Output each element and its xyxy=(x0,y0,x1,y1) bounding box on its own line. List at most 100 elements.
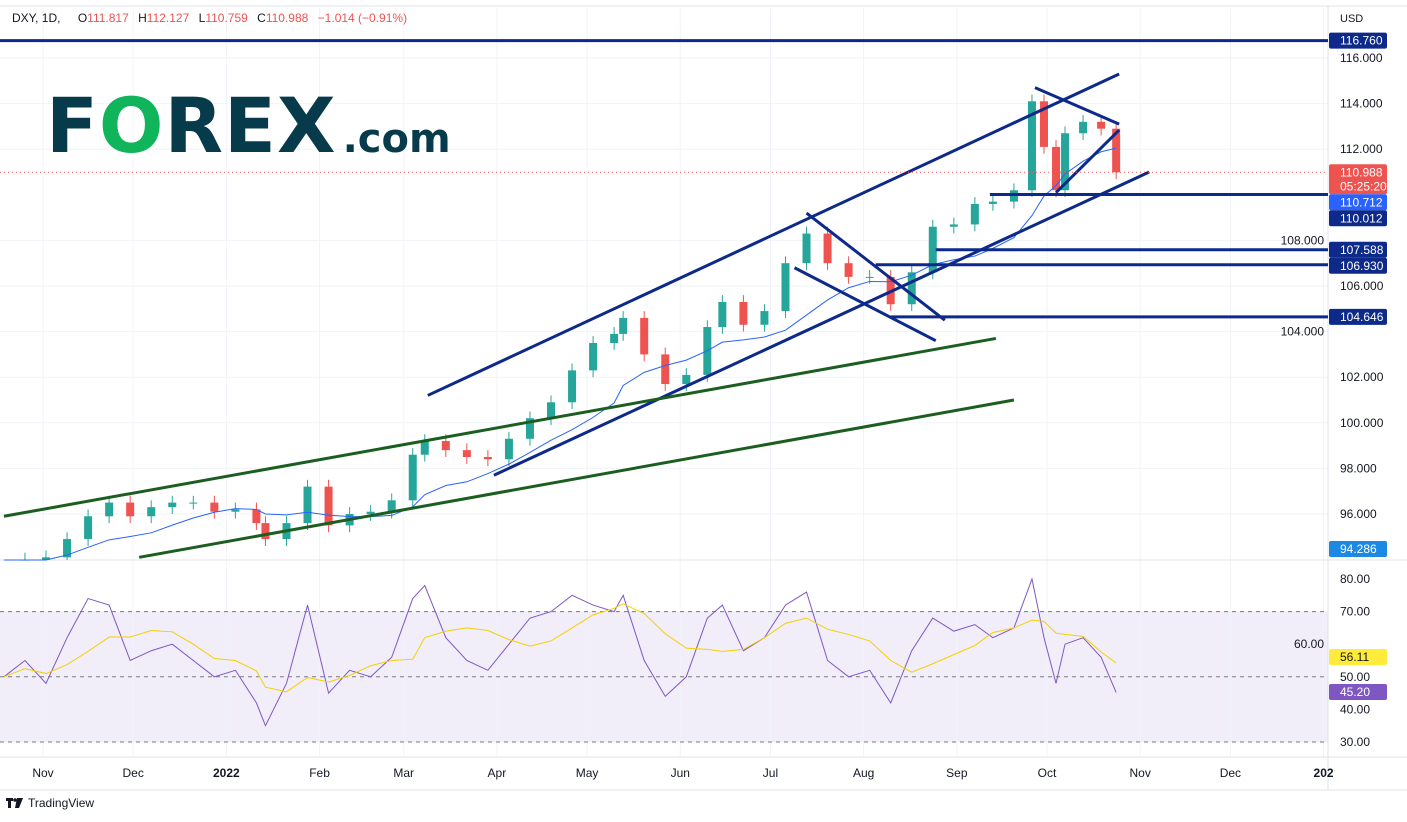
blue-trendline xyxy=(1054,128,1121,194)
candle-body xyxy=(231,509,240,512)
candle xyxy=(988,194,997,211)
low-value: 110.759 xyxy=(205,11,248,25)
time-tick-label: Dec xyxy=(123,766,144,780)
level-price-badge: 116.760 xyxy=(1329,32,1387,49)
candle-body xyxy=(1112,128,1121,173)
ma-value-badge-text: 110.712 xyxy=(1340,195,1383,209)
candle-body xyxy=(168,502,177,508)
candle xyxy=(84,509,93,546)
blue-trendline xyxy=(493,170,1150,477)
candle-body xyxy=(640,317,649,355)
candle-body xyxy=(210,502,219,512)
candle-body xyxy=(970,203,979,225)
level-price-badge: 106.930 xyxy=(1329,257,1387,274)
level-price-badge-bg xyxy=(1329,257,1387,274)
candle-body xyxy=(1079,121,1088,134)
candle-body xyxy=(1027,101,1036,191)
last-price-badge-bg xyxy=(1329,164,1387,195)
candle xyxy=(949,217,958,234)
candle-body xyxy=(907,272,916,305)
high-value: 112.127 xyxy=(146,11,190,25)
blue-trendline xyxy=(1034,86,1120,126)
time-tick-label: Aug xyxy=(853,766,874,780)
candle-body xyxy=(823,233,832,264)
candle-body xyxy=(252,509,261,524)
candle xyxy=(1079,115,1088,141)
candle-body xyxy=(420,441,429,455)
time-tick-label: 2022 xyxy=(213,766,240,780)
level-price-badge-text: 110.012 xyxy=(1340,211,1383,225)
level-price-badge: 110.012 xyxy=(1329,210,1387,227)
candle xyxy=(525,411,534,446)
candle xyxy=(483,450,492,467)
time-tick-label: Nov xyxy=(1130,766,1151,780)
candle xyxy=(781,256,790,318)
candle xyxy=(1039,94,1048,154)
time-tick-label: Jul xyxy=(763,766,778,780)
candle xyxy=(760,304,769,332)
candle-body xyxy=(189,502,198,504)
candle-body xyxy=(147,507,156,517)
time-tick-label: Oct xyxy=(1038,766,1057,780)
open-value: 111.817 xyxy=(87,11,129,25)
time-tick-label: Dec xyxy=(1220,766,1241,780)
time-tick-label: Sep xyxy=(946,766,968,780)
candle-body xyxy=(462,450,471,457)
candle xyxy=(387,493,396,519)
candle xyxy=(739,295,748,332)
candle-body xyxy=(547,402,556,419)
rsi-ma-badge-text: 56.11 xyxy=(1340,650,1369,664)
candle xyxy=(261,516,270,546)
candle xyxy=(619,311,628,341)
level-price-badge-bg xyxy=(1329,32,1387,49)
candle-body xyxy=(568,370,577,403)
candle xyxy=(718,295,727,334)
price-tick-label: 104.000 xyxy=(1281,325,1325,339)
candle xyxy=(589,336,598,378)
green-trendline xyxy=(3,336,997,518)
time-tick-label: Nov xyxy=(32,766,53,780)
currency-label: USD xyxy=(1340,13,1363,25)
rsi-tick-label: 70.00 xyxy=(1340,605,1370,619)
rsi-tick-label: 80.00 xyxy=(1340,572,1370,586)
candle xyxy=(907,265,916,312)
level-price-badge-text: 116.760 xyxy=(1340,34,1383,48)
candle xyxy=(462,443,471,464)
candle-body xyxy=(84,516,93,540)
candle-body xyxy=(682,374,691,385)
time-tick-label: Feb xyxy=(309,766,330,780)
price-tick-label: 116.000 xyxy=(1340,51,1383,65)
candle-body xyxy=(589,343,598,371)
rsi-tick-label: 60.00 xyxy=(1294,637,1324,651)
candle xyxy=(42,550,51,560)
candle-body xyxy=(865,276,874,278)
candle-body xyxy=(928,226,937,273)
candle-body xyxy=(1097,121,1106,129)
level-price-badge: 104.646 xyxy=(1329,308,1387,325)
candle-body xyxy=(661,354,670,385)
candle-body xyxy=(63,539,72,558)
candle-body xyxy=(42,557,51,560)
rsi-value-badge: 45.20 xyxy=(1329,684,1387,700)
tradingview-branding[interactable]: TradingView xyxy=(6,796,94,810)
forex-logo: FOREX .com xyxy=(46,81,451,170)
candle xyxy=(408,447,417,508)
time-tick-label: May xyxy=(576,766,599,780)
candle xyxy=(1027,94,1036,198)
candle xyxy=(504,431,513,467)
candle xyxy=(610,327,619,350)
price-tick-label: 98.000 xyxy=(1340,461,1377,475)
candle-body xyxy=(525,418,534,439)
level-price-badge-bg xyxy=(1329,210,1387,227)
last-price-badge-text: 110.988 xyxy=(1340,165,1383,179)
candle-body xyxy=(988,201,997,204)
candle xyxy=(1097,115,1106,136)
high-label: H xyxy=(138,11,147,25)
candle-body xyxy=(387,500,396,512)
candle-body xyxy=(105,502,114,517)
change-value: −1.014 (−0.91%) xyxy=(317,11,408,25)
low-marker-badge: 94.286 xyxy=(1329,541,1387,557)
candle-body xyxy=(610,333,619,343)
candle-body xyxy=(324,486,333,526)
